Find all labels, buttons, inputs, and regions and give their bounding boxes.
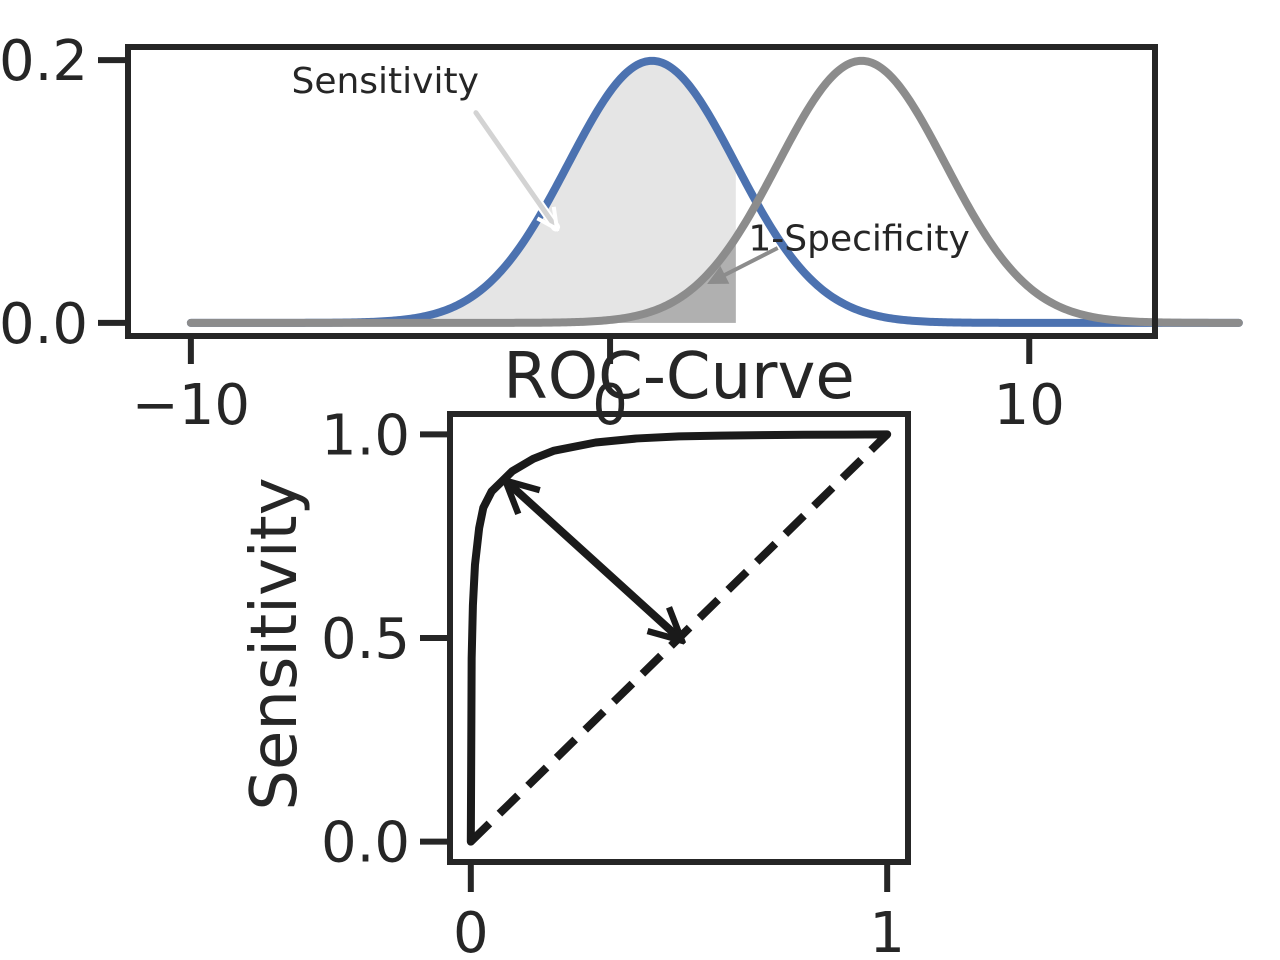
plot-frame [125, 44, 1158, 339]
distance-arrow [508, 483, 679, 638]
roc-y-tick-label: 1.0 [321, 403, 410, 468]
roc-title: ROC-Curve [503, 340, 854, 414]
y-tick-label: 0.2 [0, 29, 88, 94]
roc-x-tick-label: 0 [453, 901, 489, 960]
roc-y-tick-label: 0.0 [321, 811, 410, 876]
x-tick-label: 0 [592, 373, 628, 438]
false-positive-area [190, 237, 736, 323]
sensitivity-area [190, 60, 736, 323]
sensitivity-annotation: Sensitivity [291, 61, 478, 102]
distribution-plot: −10 0 10 0.0 0.2 Sensitivity 1-Specificity [0, 29, 1243, 438]
specificity-arrow [707, 246, 779, 284]
roc-x-tick-label: 1 [869, 901, 905, 960]
roc-y-axis-label: Sensitivity [238, 477, 312, 810]
roc-y-tick-label: 0.5 [321, 607, 410, 672]
roc-curve-line [466, 430, 892, 846]
y-tick-label: 0.0 [0, 292, 88, 357]
x-tick-label: 10 [994, 373, 1065, 438]
sensitivity-arrow [473, 110, 556, 227]
x-tick-label: −10 [132, 373, 250, 438]
specificity-annotation: 1-Specificity [748, 219, 969, 260]
